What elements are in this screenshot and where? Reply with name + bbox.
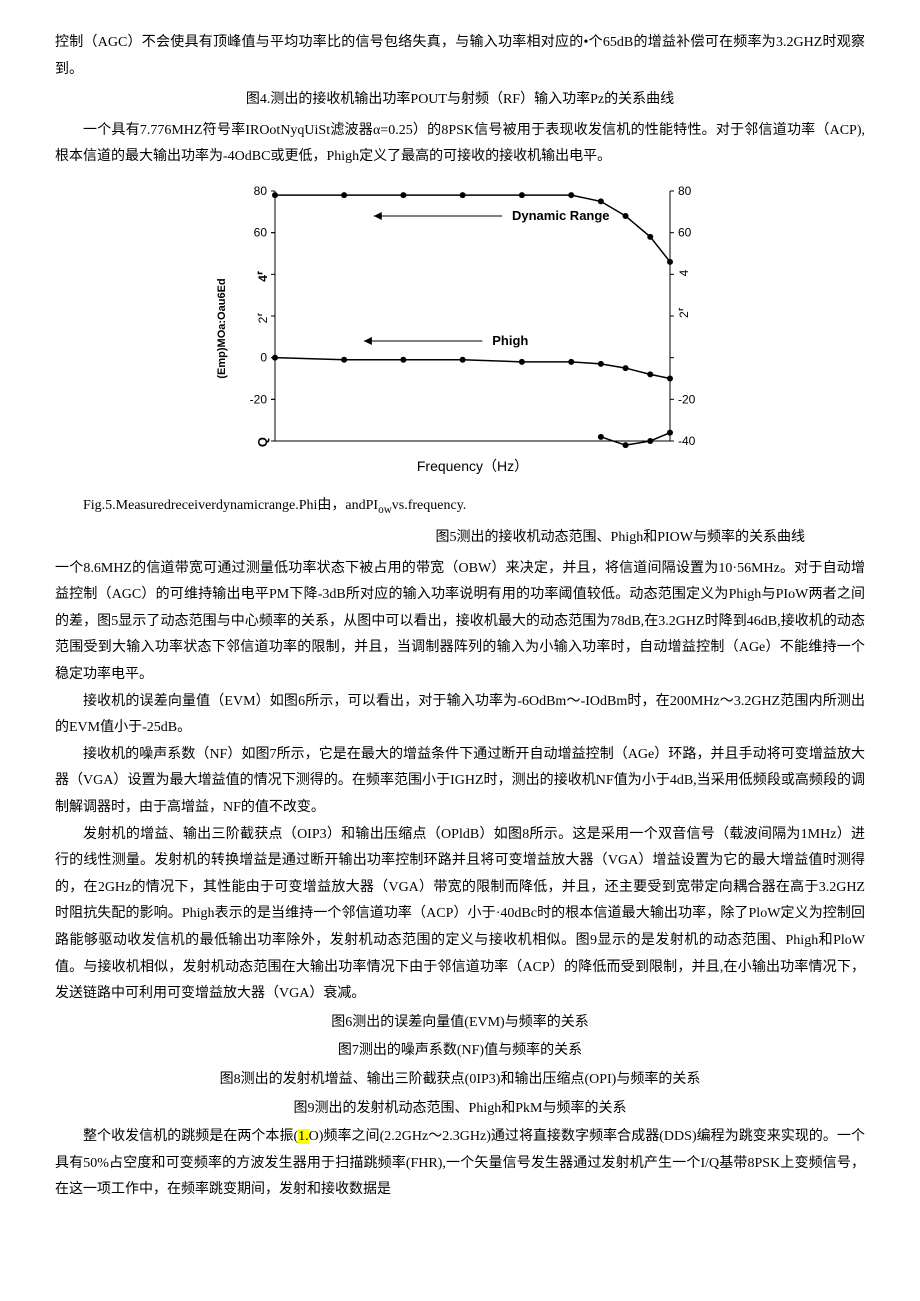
- svg-text:-40: -40: [678, 434, 696, 448]
- paragraph-channel-bandwidth: 一个8.6MHZ的信道带宽可通过测量低功率状态下被占用的带宽（OBW）来决定，并…: [55, 556, 865, 689]
- paragraph-nf: 接收机的噪声系数（NF）如图7所示，它是在最大的增益条件下通过断开自动增益控制（…: [55, 742, 865, 822]
- fig5-en-suffix: vs.frequency.: [392, 498, 467, 513]
- svg-text:0: 0: [260, 351, 267, 365]
- figure7-caption: 图7测出的噪声系数(NF)值与频率的关系: [55, 1038, 865, 1065]
- svg-text:Phigh: Phigh: [492, 333, 528, 348]
- svg-text:80: 80: [254, 184, 268, 198]
- figure8-caption: 图8测出的发射机增益、输出三阶截获点(0IP3)和输出压缩点(OPI)与频率的关…: [55, 1067, 865, 1094]
- svg-text:2⸢: 2⸢: [256, 312, 270, 323]
- svg-text:60: 60: [678, 226, 692, 240]
- svg-text:Dynamic Range: Dynamic Range: [512, 208, 610, 223]
- figure4-caption: 图4.测出的接收机输出功率POUT与射频（RF）输入功率Pz的关系曲线: [55, 87, 865, 114]
- paragraph-frequency-hopping: 整个收发信机的跳频是在两个本振(1.O)频率之间(2.2GHz～2.3GHz)通…: [55, 1124, 865, 1204]
- fig5-en-sub: ow: [378, 504, 392, 516]
- paragraph-agc-intro: 控制（AGC）不会使具有顶峰值与平均功率比的信号包络失真，与输入功率相对应的•个…: [55, 30, 865, 83]
- svg-text:-20: -20: [250, 392, 268, 406]
- figure5-caption-en: Fig.5.Measuredreceiverdynamicrange.Phi由，…: [83, 493, 865, 521]
- svg-text:(Emp)MOa:Oau6Ed: (Emp)MOa:Oau6Ed: [216, 278, 228, 378]
- fig5-en-prefix: Fig.5.Measuredreceiverdynamicrange.Phi由，…: [83, 498, 378, 513]
- para7-prefix: 整个收发信机的跳频是在两个本振(: [83, 1129, 298, 1144]
- figure5-caption-cn: 图5测出的接收机动态范围、Phigh和PIOW与频率的关系曲线: [55, 525, 865, 552]
- svg-text:60: 60: [254, 226, 268, 240]
- svg-text:Q: Q: [255, 437, 270, 447]
- paragraph-8psk: 一个具有7.776MHZ符号率IROotNyqUiSt滤波器α=0.25）的8P…: [55, 118, 865, 171]
- svg-text:2⸢: 2⸢: [677, 307, 691, 318]
- paragraph-transmitter: 发射机的增益、输出三阶截获点（OIP3）和输出压缩点（OPldB）如图8所示。这…: [55, 822, 865, 1008]
- figure9-caption: 图9测出的发射机动态范围、Phigh和PkM与频率的关系: [55, 1096, 865, 1123]
- para7-highlight: 1.: [298, 1129, 309, 1144]
- svg-text:Frequency（Hz）: Frequency（Hz）: [417, 458, 528, 474]
- figure5-chart: 80 60 -20 4⸢ 2⸢ 0 Q 80 60 -20 -40 4 2⸢ (Emp)MOa:Oau6E…: [190, 181, 730, 481]
- svg-text:80: 80: [678, 184, 692, 198]
- svg-text:-20: -20: [678, 392, 696, 406]
- dynamic-range-chart: 80 60 -20 4⸢ 2⸢ 0 Q 80 60 -20 -40 4 2⸢ (Emp)MOa:Oau6E…: [190, 181, 730, 481]
- svg-text:4⸢: 4⸢: [256, 270, 270, 281]
- paragraph-evm: 接收机的误差向量值（EVM）如图6所示，可以看出，对于输入功率为-6OdBm～-…: [55, 689, 865, 742]
- figure6-caption: 图6测出的误差向量值(EVM)与频率的关系: [55, 1010, 865, 1037]
- svg-text:4: 4: [677, 269, 691, 276]
